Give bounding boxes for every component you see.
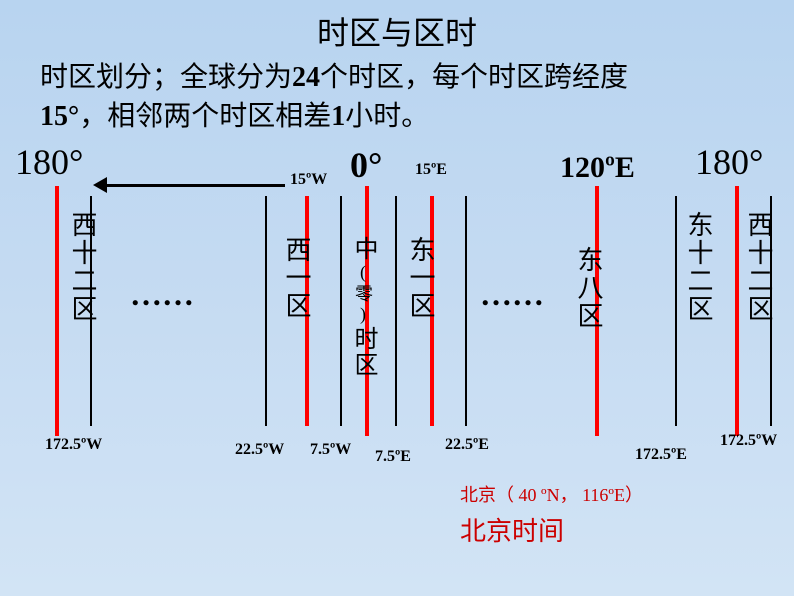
line-180-right <box>735 186 739 436</box>
zone-west12: 西十二区 <box>64 211 101 323</box>
label-172e-b: 172.5ºE <box>635 446 687 464</box>
st-b2: 15° <box>40 101 79 132</box>
dots-left: …… <box>130 276 194 313</box>
label-7w-b: 7.5ºW <box>310 441 351 459</box>
zone-west1: 西一区 <box>278 236 315 320</box>
label-7e-b: 7.5ºE <box>375 448 411 466</box>
direction-arrow <box>105 184 285 187</box>
line-22e <box>465 196 467 426</box>
label-0: 0° <box>350 144 382 186</box>
label-15w: 15ºW <box>290 171 327 189</box>
st-p4: 小时。 <box>345 101 429 132</box>
zone-center-main: 中(零)时区 <box>350 236 376 378</box>
line-172e <box>675 196 677 426</box>
label-180-left: 180° <box>15 141 83 183</box>
st-p1: 时区划分；全球分为 <box>40 62 292 93</box>
zone-east1: 东一区 <box>402 236 439 320</box>
subtitle: 时区划分；全球分为24个时区，每个时区跨经度 15°，相邻两个时区相差1小时。 <box>0 54 794 136</box>
label-180-right: 180° <box>695 141 763 183</box>
line-7w <box>340 196 342 426</box>
zone-center-paren: (零) <box>353 262 373 326</box>
line-22w <box>265 196 267 426</box>
line-7e <box>395 196 397 426</box>
timezone-diagram: 180° 0° 120ºE 180° 15ºW 15ºE 西十二区 …… 西一区… <box>0 136 794 536</box>
st-p2: 个时区，每个时区跨经度 <box>320 62 628 93</box>
beijing-coord: 北京（ 40 ºN， 116ºE） <box>460 481 643 507</box>
label-22w-b: 22.5ºW <box>235 441 284 459</box>
st-p3: ，相邻两个时区相差 <box>79 101 331 132</box>
label-172w-br: 172.5ºW <box>720 432 777 450</box>
dots-right: …… <box>480 276 544 313</box>
page-title: 时区与区时 <box>0 0 794 54</box>
beijing-time: 北京时间 <box>460 511 564 548</box>
st-b3: 1 <box>331 101 345 132</box>
label-172w-bl: 172.5ºW <box>45 436 102 454</box>
zone-center: 中(零)时区 <box>346 236 381 378</box>
zone-west12b: 西十二区 <box>740 211 777 323</box>
zone-east12: 东十二区 <box>680 211 717 323</box>
label-120e: 120ºE <box>560 151 635 185</box>
line-180-left <box>55 186 59 436</box>
zone-east8: 东八区 <box>570 246 607 330</box>
label-22e-b: 22.5ºE <box>445 436 489 454</box>
st-b1: 24 <box>292 62 320 93</box>
label-15e: 15ºE <box>415 161 447 179</box>
